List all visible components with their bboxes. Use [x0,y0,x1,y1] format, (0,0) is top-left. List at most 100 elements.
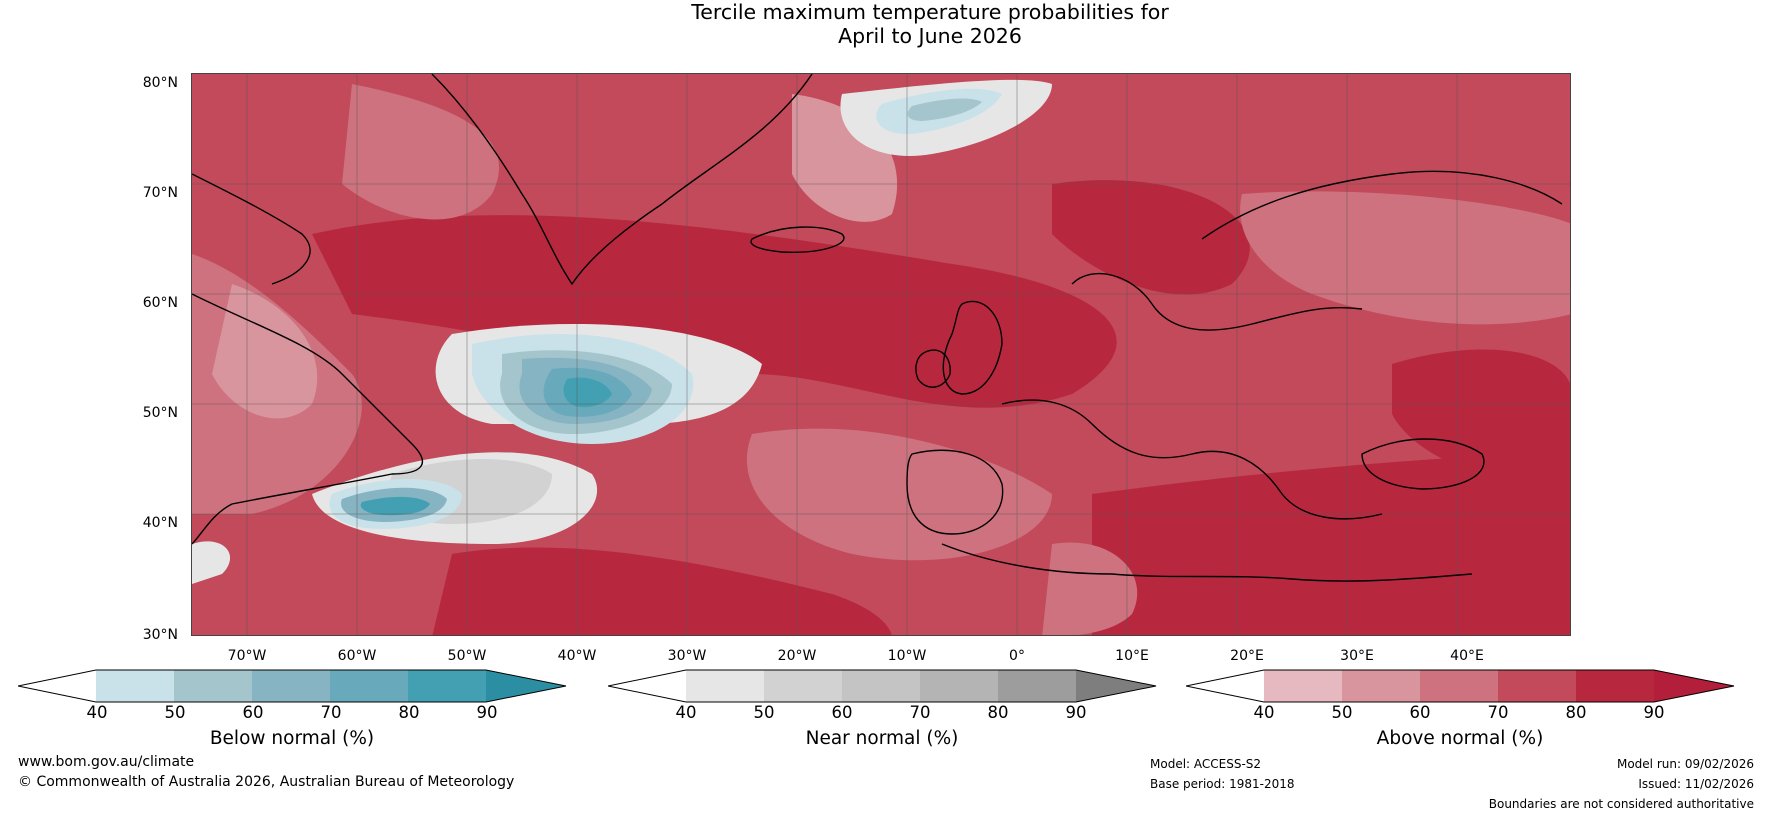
colorbar-above-tick-60: 60 [1409,703,1431,722]
colorbar-below-tick-80: 80 [398,703,420,722]
region-near-normal-40-southwest [192,541,231,584]
lon-label-30e: 30°E [1340,648,1374,664]
colorbar-below-segment-60-70 [252,670,330,702]
map-svg [192,74,1570,635]
lon-label-40w: 40°W [557,648,597,664]
colorbar-near-segment-70-80 [920,670,998,702]
colorbar-below-segment-40-50 [96,670,174,702]
footer-issued: Issued: 11/02/2026 [1638,777,1754,791]
graticule [192,74,1570,635]
region-above-80-east [1392,349,1570,480]
colorbar-above-tick-90: 90 [1643,703,1665,722]
colorbar-above-segment-60-70 [1420,670,1498,702]
colorbar-above-title: Above normal (%) [1376,728,1544,749]
region-above-50-labrador [212,284,318,419]
lon-label-10w: 10°W [887,648,927,664]
colorbar-below-segment-under [18,670,96,702]
region-above-50-iceland-sea [792,94,898,222]
colorbar-below-tick-90: 90 [476,703,498,722]
region-above-80-south [432,547,892,635]
region-above-80-norwegian-sea [1052,180,1250,295]
colorbar-below-segment-80-90 [408,670,486,702]
lon-label-20w: 20°W [777,648,817,664]
region-above-80-north-atlantic [312,215,1117,408]
colorbar-near-segment-80-90 [998,670,1076,702]
lon-label-60w: 60°W [337,648,377,664]
title-line-2: April to June 2026 [838,24,1022,48]
baffin-coast [192,173,311,285]
footer-copyright: © Commonwealth of Australia 2026, Austra… [18,774,515,790]
colorbar-above-normal [1186,669,1735,703]
lon-label-20e: 20°E [1230,648,1264,664]
colorbar-above-tick-80: 80 [1565,703,1587,722]
iceland-coast [750,226,845,253]
footer-website: www.bom.gov.au/climate [18,754,195,770]
region-above-80-mediterranean [1092,454,1570,635]
colorbar-below-segment-over [486,670,566,702]
colorbar-near-title: Near normal (%) [805,728,959,749]
colorbar-near-segment-40-50 [686,670,764,702]
colorbar-below-tick-60: 60 [242,703,264,722]
greenland-coast [431,74,813,286]
colorbar-near-tick-80: 80 [987,703,1009,722]
region-below-normal-80-west [360,496,430,516]
lat-label-30n: 30°N [142,627,178,643]
colorbar-below-segment-50-60 [174,670,252,702]
region-above-60-scandinavia [1240,191,1570,325]
colorbar-near-segment-50-60 [764,670,842,702]
colorbar-below-title: Below normal (%) [209,728,375,749]
north-africa-coast [941,543,1473,582]
coastlines [192,74,1563,582]
colorbar-near-segment-60-70 [842,670,920,702]
lon-label-0: 0° [1009,648,1025,664]
lat-label-80n: 80°N [142,75,178,91]
lon-label-10e: 10°E [1115,648,1149,664]
black-sea-coast [1361,438,1485,490]
ireland-coast [915,349,951,388]
scandinavia-north-coast [1201,170,1563,240]
colorbar-below-tick-40: 40 [86,703,108,722]
scandinavia-south-coast [1071,272,1363,331]
colorbar-above-segment-50-60 [1342,670,1420,702]
colorbar-near-tick-90: 90 [1065,703,1087,722]
colorbar-near-normal [608,669,1157,703]
colorbar-below-tick-50: 50 [164,703,186,722]
colorbar-near-tick-70: 70 [909,703,931,722]
colorbar-above-segment-70-80 [1498,670,1576,702]
colorbar-above-tick-40: 40 [1253,703,1275,722]
colorbar-above-segment-80-90 [1576,670,1654,702]
chart-title: Tercile maximum temperature probabilitie… [0,0,1770,48]
lon-label-30w: 30°W [667,648,707,664]
colorbar-below-normal [18,669,567,703]
great-britain-coast [942,300,1003,395]
colorbar-near-segment-over [1076,670,1156,702]
footer-base-period: Base period: 1981-2018 [1150,777,1295,791]
colorbar-below-segment-70-80 [330,670,408,702]
colorbar-above-segment-40-50 [1264,670,1342,702]
footer-disclaimer: Boundaries are not considered authoritat… [1488,797,1754,811]
region-above-60-azores [746,428,1052,561]
lon-label-40e: 40°E [1450,648,1484,664]
footer-model-run: Model run: 09/02/2026 [1616,757,1754,771]
colorbar-below-outline [18,669,567,703]
lat-label-50n: 50°N [142,405,178,421]
region-above-60-baffin [342,84,500,220]
colorbar-above-tick-50: 50 [1331,703,1353,722]
colorbar-above-segment-over [1654,670,1734,702]
lat-label-70n: 70°N [142,185,178,201]
region-below-normal-50-north [907,98,982,121]
lat-label-40n: 40°N [142,515,178,531]
colorbar-above-tick-70: 70 [1487,703,1509,722]
lon-label-70w: 70°W [227,648,267,664]
colorbar-near-tick-50: 50 [753,703,775,722]
title-line-1: Tercile maximum temperature probabilitie… [691,0,1169,24]
colorbar-near-outline [608,669,1157,703]
region-above-60-morocco [1042,542,1138,635]
colorbar-near-tick-40: 40 [675,703,697,722]
colorbar-above-outline [1186,669,1735,703]
iberia-coast [906,449,1004,535]
footer-model: Model: ACCESS-S2 [1150,757,1262,771]
lon-label-50w: 50°W [447,648,487,664]
lat-label-60n: 60°N [142,295,178,311]
probability-map [191,73,1571,636]
